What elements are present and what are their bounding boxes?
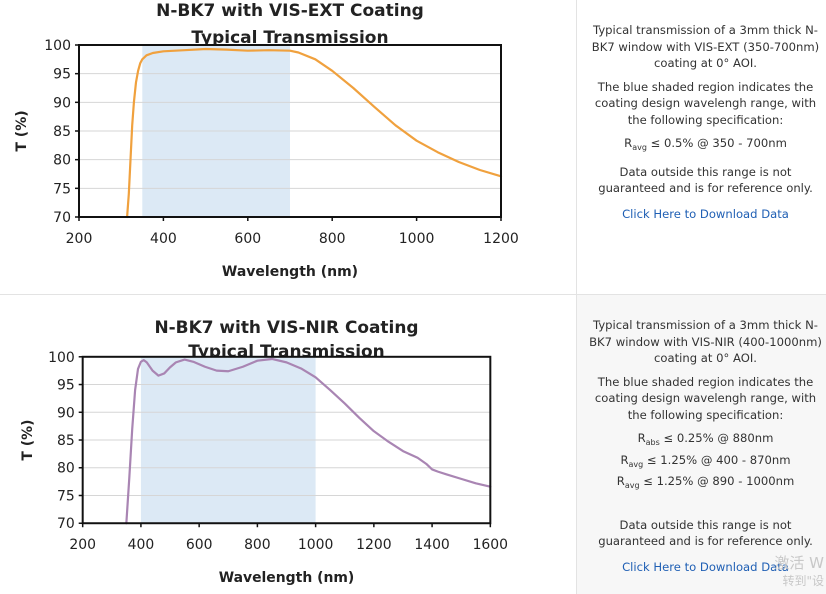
x-tick-label: 800 xyxy=(319,231,346,247)
x-tick-label: 1600 xyxy=(473,537,508,553)
y-tick-label: 80 xyxy=(57,461,75,477)
x-tick-label: 1000 xyxy=(399,231,435,247)
y-tick-label: 95 xyxy=(57,378,75,394)
spec-line: Ravg ≤ 0.5% @ 350 - 700nm xyxy=(624,136,787,152)
shade-note-text: The blue shaded region indicates the coa… xyxy=(594,374,817,422)
x-tick-label: 400 xyxy=(150,231,177,247)
disclaimer-text: Data outside this range is not guarantee… xyxy=(598,164,813,196)
y-tick-label: 95 xyxy=(53,67,71,83)
y-tick-label: 90 xyxy=(53,95,71,111)
chart-title-line: Typical Transmission xyxy=(191,28,388,48)
spec-line: Ravg ≤ 1.25% @ 890 - 1000nm xyxy=(616,474,795,490)
x-tick-label: 600 xyxy=(186,537,213,553)
chart-title-line: Typical Transmission xyxy=(188,341,384,361)
transmission-chart-vis-ext: N-BK7 with VIS-EXT Coating Typical Transm… xyxy=(14,1,519,280)
description-panel-vis-ext: Typical transmission of a 3mm thick N-BK… xyxy=(576,0,826,294)
description-panel-vis-nir: Typical transmission of a 3mm thick N-BK… xyxy=(576,295,826,594)
x-tick-label: 400 xyxy=(128,537,155,553)
chart-title-line: N-BK7 with VIS-EXT Coating xyxy=(156,1,424,21)
x-tick-label: 1200 xyxy=(356,537,391,553)
product-row-vis-ext: N-BK7 with VIS-EXT Coating Typical Transm… xyxy=(0,0,826,294)
download-data-link[interactable]: Click Here to Download Data xyxy=(622,559,789,574)
y-axis-label: T (%) xyxy=(14,110,30,151)
x-tick-label: 1400 xyxy=(414,537,449,553)
product-row-vis-nir: N-BK7 with VIS-NIR Coating Typical Transm… xyxy=(0,294,826,594)
y-tick-label: 70 xyxy=(57,516,75,532)
chart-cell-vis-nir: N-BK7 with VIS-NIR Coating Typical Transm… xyxy=(0,295,576,594)
x-tick-label: 600 xyxy=(234,231,261,247)
y-tick-label: 70 xyxy=(53,210,71,226)
series-line-vis-nir xyxy=(125,357,492,525)
y-tick-label: 75 xyxy=(57,488,75,504)
y-tick-label: 75 xyxy=(53,181,71,197)
description-text: Typical transmission of a 3mm thick N-BK… xyxy=(589,318,822,365)
transmission-chart-vis-nir: N-BK7 with VIS-NIR Coating Typical Transm… xyxy=(20,317,508,586)
y-tick-label: 80 xyxy=(53,153,71,169)
description-text: Typical transmission of a 3mm thick N-BK… xyxy=(591,23,820,70)
x-tick-label: 800 xyxy=(244,537,271,553)
y-tick-label: 100 xyxy=(48,350,75,366)
download-data-link[interactable]: Click Here to Download Data xyxy=(622,206,789,221)
x-axis-label: Wavelength (nm) xyxy=(219,570,355,586)
x-tick-label: 200 xyxy=(69,537,96,553)
spec-line: Rabs ≤ 0.25% @ 880nm xyxy=(637,431,774,447)
chart-title-line: N-BK7 with VIS-NIR Coating xyxy=(154,317,418,337)
y-tick-label: 85 xyxy=(57,433,75,449)
y-tick-label: 100 xyxy=(44,38,71,54)
chart-cell-vis-ext: N-BK7 with VIS-EXT Coating Typical Transm… xyxy=(0,0,576,294)
y-tick-label: 85 xyxy=(53,124,71,140)
x-axis-label: Wavelength (nm) xyxy=(222,264,358,280)
spec-line: Ravg ≤ 1.25% @ 400 - 870nm xyxy=(620,452,791,469)
x-tick-label: 200 xyxy=(66,231,93,247)
series-line-vis-ext xyxy=(125,47,503,219)
y-axis-label: T (%) xyxy=(20,419,36,460)
shade-note-text: The blue shaded region indicates the coa… xyxy=(594,79,817,127)
y-tick-label: 90 xyxy=(57,405,75,421)
x-tick-label: 1200 xyxy=(483,231,519,247)
x-tick-label: 1000 xyxy=(298,537,333,553)
spec-list: Rabs ≤ 0.25% @ 880nm Ravg ≤ 1.25% @ 400 … xyxy=(589,430,822,495)
os-activation-watermark: 激活 W 转到"设 xyxy=(774,554,824,588)
disclaimer-text: Data outside this range is not guarantee… xyxy=(598,517,813,549)
